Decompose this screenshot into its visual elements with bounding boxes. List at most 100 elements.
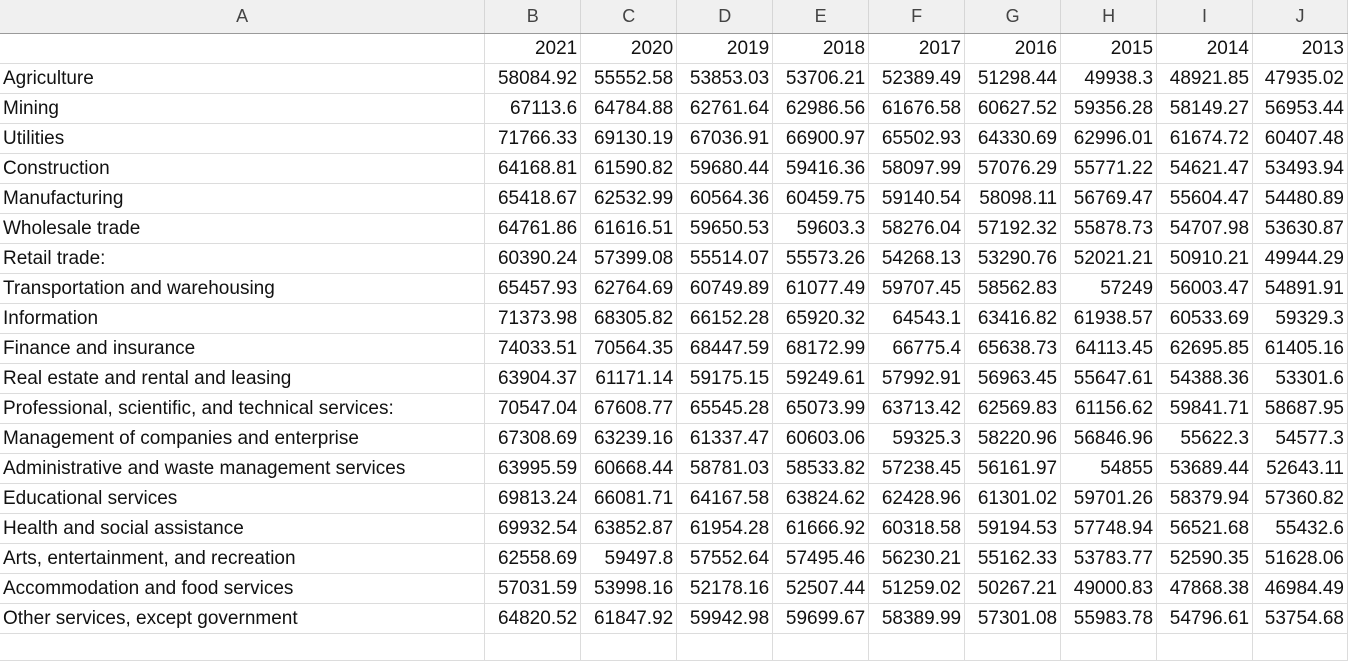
column-header-e[interactable]: E [772, 0, 870, 34]
row-label-cell[interactable]: Educational services [0, 483, 486, 514]
value-cell[interactable]: 59942.98 [676, 603, 774, 634]
value-cell[interactable]: 58389.99 [868, 603, 966, 634]
value-cell[interactable]: 59707.45 [868, 273, 966, 304]
value-cell[interactable]: 61077.49 [772, 273, 870, 304]
value-cell[interactable]: 53493.94 [1252, 153, 1348, 184]
value-cell[interactable]: 57031.59 [484, 573, 582, 604]
value-cell[interactable]: 58562.83 [964, 273, 1062, 304]
year-cell[interactable]: 2014 [1156, 33, 1254, 64]
value-cell[interactable]: 60668.44 [580, 453, 678, 484]
value-cell[interactable]: 48921.85 [1156, 63, 1254, 94]
value-cell[interactable]: 61156.62 [1060, 393, 1158, 424]
value-cell[interactable]: 51628.06 [1252, 543, 1348, 574]
value-cell[interactable]: 64543.1 [868, 303, 966, 334]
row-label-cell[interactable]: Arts, entertainment, and recreation [0, 543, 486, 574]
value-cell[interactable]: 68447.59 [676, 333, 774, 364]
value-cell[interactable]: 54388.36 [1156, 363, 1254, 394]
row-label-cell[interactable]: Administrative and waste management serv… [0, 453, 486, 484]
column-header-j[interactable]: J [1252, 0, 1348, 34]
column-header-g[interactable]: G [964, 0, 1062, 34]
value-cell[interactable]: 57238.45 [868, 453, 966, 484]
row-label-cell[interactable]: Wholesale trade [0, 213, 486, 244]
value-cell[interactable]: 59140.54 [868, 183, 966, 214]
value-cell[interactable]: 66900.97 [772, 123, 870, 154]
value-cell[interactable]: 57748.94 [1060, 513, 1158, 544]
value-cell[interactable]: 61337.47 [676, 423, 774, 454]
value-cell[interactable]: 59699.67 [772, 603, 870, 634]
value-cell[interactable]: 54891.91 [1252, 273, 1348, 304]
value-cell[interactable]: 63904.37 [484, 363, 582, 394]
column-header-a[interactable]: A [0, 0, 486, 34]
row-label-cell[interactable]: Construction [0, 153, 486, 184]
value-cell[interactable]: 63995.59 [484, 453, 582, 484]
value-cell[interactable]: 49000.83 [1060, 573, 1158, 604]
cell-blank[interactable] [484, 633, 582, 661]
year-cell[interactable]: 2020 [580, 33, 678, 64]
value-cell[interactable]: 66775.4 [868, 333, 966, 364]
value-cell[interactable]: 58687.95 [1252, 393, 1348, 424]
value-cell[interactable]: 62764.69 [580, 273, 678, 304]
value-cell[interactable]: 61666.92 [772, 513, 870, 544]
row-label-cell[interactable]: Transportation and warehousing [0, 273, 486, 304]
value-cell[interactable]: 56963.45 [964, 363, 1062, 394]
value-cell[interactable]: 67608.77 [580, 393, 678, 424]
value-cell[interactable]: 55514.07 [676, 243, 774, 274]
value-cell[interactable]: 58098.11 [964, 183, 1062, 214]
value-cell[interactable]: 55162.33 [964, 543, 1062, 574]
value-cell[interactable]: 60390.24 [484, 243, 582, 274]
column-header-d[interactable]: D [676, 0, 774, 34]
value-cell[interactable]: 56769.47 [1060, 183, 1158, 214]
row-label-cell[interactable]: Manufacturing [0, 183, 486, 214]
value-cell[interactable]: 59841.71 [1156, 393, 1254, 424]
value-cell[interactable]: 62569.83 [964, 393, 1062, 424]
value-cell[interactable]: 62695.85 [1156, 333, 1254, 364]
value-cell[interactable]: 60318.58 [868, 513, 966, 544]
value-cell[interactable]: 55622.3 [1156, 423, 1254, 454]
row-label-cell[interactable]: Agriculture [0, 63, 486, 94]
value-cell[interactable]: 51259.02 [868, 573, 966, 604]
value-cell[interactable]: 65418.67 [484, 183, 582, 214]
column-header-h[interactable]: H [1060, 0, 1158, 34]
value-cell[interactable]: 61405.16 [1252, 333, 1348, 364]
value-cell[interactable]: 61590.82 [580, 153, 678, 184]
year-cell[interactable]: 2021 [484, 33, 582, 64]
value-cell[interactable]: 67036.91 [676, 123, 774, 154]
value-cell[interactable]: 61954.28 [676, 513, 774, 544]
value-cell[interactable]: 56003.47 [1156, 273, 1254, 304]
column-header-b[interactable]: B [484, 0, 582, 34]
row-label-cell[interactable]: Finance and insurance [0, 333, 486, 364]
value-cell[interactable]: 49938.3 [1060, 63, 1158, 94]
cell-blank[interactable] [1156, 633, 1254, 661]
value-cell[interactable]: 54268.13 [868, 243, 966, 274]
value-cell[interactable]: 59680.44 [676, 153, 774, 184]
row-label-cell[interactable]: Mining [0, 93, 486, 124]
cell-blank[interactable] [676, 633, 774, 661]
cell-blank[interactable] [0, 633, 486, 661]
value-cell[interactable]: 52507.44 [772, 573, 870, 604]
value-cell[interactable]: 58097.99 [868, 153, 966, 184]
value-cell[interactable]: 61616.51 [580, 213, 678, 244]
value-cell[interactable]: 62532.99 [580, 183, 678, 214]
value-cell[interactable]: 68305.82 [580, 303, 678, 334]
column-header-i[interactable]: I [1156, 0, 1254, 34]
value-cell[interactable]: 55983.78 [1060, 603, 1158, 634]
value-cell[interactable]: 56230.21 [868, 543, 966, 574]
value-cell[interactable]: 65920.32 [772, 303, 870, 334]
value-cell[interactable]: 63416.82 [964, 303, 1062, 334]
cell-blank[interactable] [0, 33, 486, 64]
value-cell[interactable]: 59325.3 [868, 423, 966, 454]
value-cell[interactable]: 69932.54 [484, 513, 582, 544]
row-label-cell[interactable]: Real estate and rental and leasing [0, 363, 486, 394]
value-cell[interactable]: 57495.46 [772, 543, 870, 574]
year-cell[interactable]: 2019 [676, 33, 774, 64]
value-cell[interactable]: 53290.76 [964, 243, 1062, 274]
value-cell[interactable]: 52178.16 [676, 573, 774, 604]
row-label-cell[interactable]: Management of companies and enterprise [0, 423, 486, 454]
value-cell[interactable]: 63824.62 [772, 483, 870, 514]
value-cell[interactable]: 57360.82 [1252, 483, 1348, 514]
value-cell[interactable]: 60564.36 [676, 183, 774, 214]
value-cell[interactable]: 71766.33 [484, 123, 582, 154]
row-label-cell[interactable]: Accommodation and food services [0, 573, 486, 604]
value-cell[interactable]: 53783.77 [1060, 543, 1158, 574]
value-cell[interactable]: 59175.15 [676, 363, 774, 394]
